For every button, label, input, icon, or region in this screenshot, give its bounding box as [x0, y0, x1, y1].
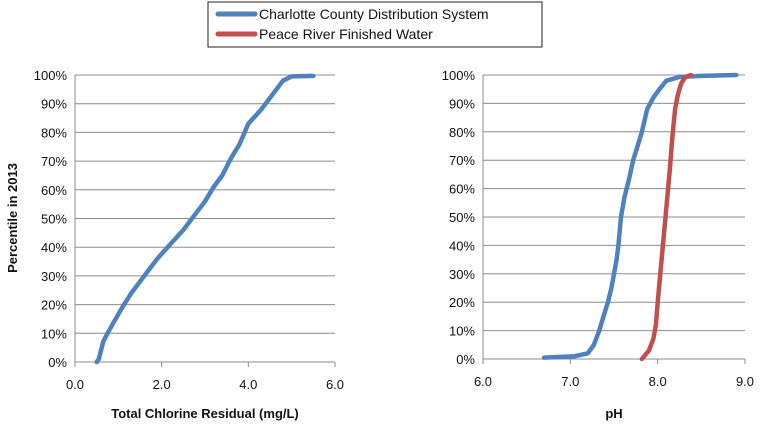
legend-box: [207, 1, 543, 48]
ph-chart-x-tick-label: 7.0: [561, 374, 579, 389]
ph-chart-y-tick-label: 80%: [449, 125, 475, 140]
chlorine-chart-ylabel: Percentile in 2013: [5, 163, 20, 273]
ph-chart-y-tick-label: 90%: [449, 96, 475, 111]
ph-chart-y-tick-label: 70%: [449, 153, 475, 168]
ph-chart-y-tick-label: 30%: [449, 267, 475, 282]
chlorine-chart-y-tick-label: 50%: [41, 212, 67, 227]
ph-chart-x-tick-label: 8.0: [649, 374, 667, 389]
ph-chart: 0% 10% 20% 30% 40% 50% 60% 70% 80% 90% 100% 6.0 7.0 8…: [442, 68, 754, 421]
ph-chart-y-tick-label: 100%: [442, 68, 476, 83]
legend-label-0: Charlotte County Distribution System: [259, 6, 489, 22]
chlorine-chart-y-tick-label: 100%: [34, 68, 68, 83]
chlorine-chart-y-tick-label: 80%: [41, 125, 67, 140]
ph-chart-y-tick-label: 60%: [449, 182, 475, 197]
chlorine-chart-y-tick-label: 10%: [41, 326, 67, 341]
chlorine-chart-gridlines: [74, 74, 336, 367]
ph-chart-series-line-1: [639, 72, 694, 362]
chlorine-chart-x-tick-label: 0.0: [66, 377, 84, 392]
ph-chart-tick-labels: 0% 10% 20% 30% 40% 50% 60% 70% 80% 90% 100% 6.0 7.0 8…: [442, 68, 754, 389]
ph-chart-series: [541, 72, 739, 362]
chlorine-chart-y-tick-label: 30%: [41, 269, 67, 284]
chlorine-chart-x-tick-label: 2.0: [153, 377, 171, 392]
chlorine-chart-y-tick-label: 70%: [41, 154, 67, 169]
ph-chart-y-tick-label: 50%: [449, 210, 475, 225]
legend-label-1: Peace River Finished Water: [259, 26, 433, 42]
chlorine-chart-y-tick-label: 0%: [48, 355, 67, 370]
legend: Charlotte County Distribution System Pea…: [207, 1, 543, 48]
chlorine-chart-xlabel: Total Chlorine Residual (mg/L): [111, 406, 299, 421]
chlorine-chart-series-line-0: [94, 73, 316, 365]
ph-chart-x-tick-label: 9.0: [736, 374, 754, 389]
ph-chart-series-line-0: [541, 72, 739, 360]
chlorine-chart-y-tick-label: 90%: [41, 97, 67, 112]
chlorine-chart-series: [94, 73, 316, 365]
chlorine-chart-y-tick-label: 20%: [41, 298, 67, 313]
ph-chart-x-tick-label: 6.0: [474, 374, 492, 389]
chlorine-chart-y-tick-label: 60%: [41, 183, 67, 198]
chlorine-chart-tick-labels: 0% 10% 20% 30% 40% 50% 60% 70% 80% 90% 100% 0.0 2.0 4…: [34, 68, 344, 392]
ph-chart-xlabel: pH: [605, 406, 622, 421]
chlorine-chart: 0% 10% 20% 30% 40% 50% 60% 70% 80% 90% 100% 0.0 2.0 4…: [5, 68, 344, 421]
chlorine-chart-x-tick-label: 6.0: [326, 377, 344, 392]
ph-chart-y-tick-label: 0%: [456, 352, 475, 367]
ph-chart-gridlines: [482, 74, 746, 364]
ph-chart-y-tick-label: 10%: [449, 324, 475, 339]
ph-chart-y-tick-label: 20%: [449, 295, 475, 310]
chlorine-chart-y-tick-label: 40%: [41, 240, 67, 255]
ph-chart-y-tick-label: 40%: [449, 238, 475, 253]
chlorine-chart-x-tick-label: 4.0: [239, 377, 257, 392]
